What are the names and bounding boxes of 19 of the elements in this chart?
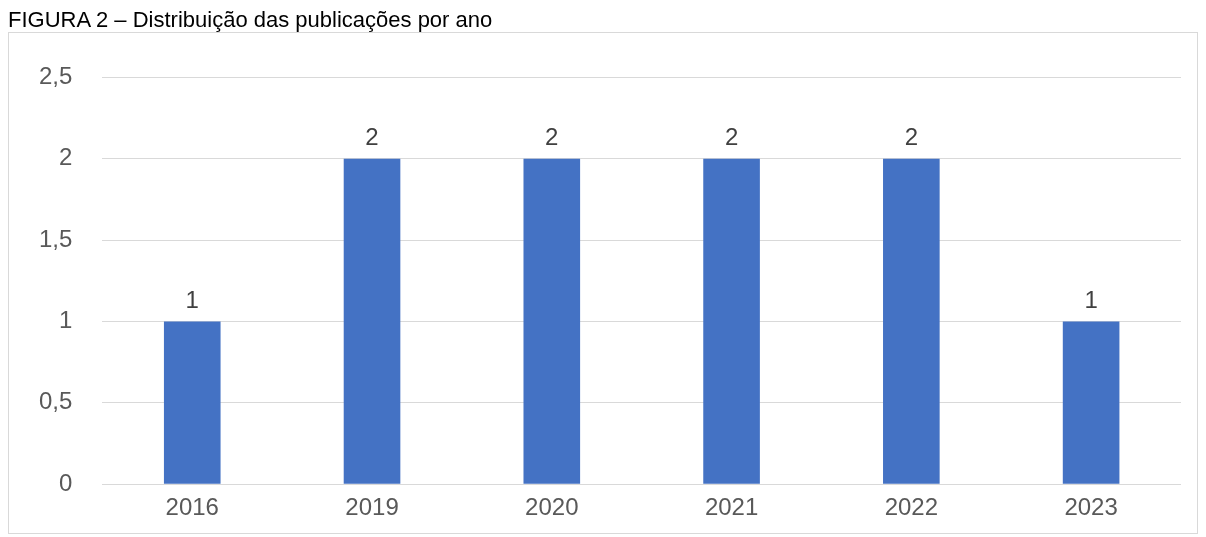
y-tick-label: 0,5 <box>38 387 73 415</box>
x-tick-label: 2021 <box>704 493 759 521</box>
data-label: 2 <box>724 123 739 151</box>
data-label: 1 <box>185 286 199 314</box>
y-tick-label: 2 <box>59 143 73 171</box>
chart-title: FIGURA 2 – Distribuição das publicações por ano <box>8 7 494 32</box>
y-tick-label: 2,5 <box>38 62 73 90</box>
data-label: 2 <box>545 123 559 151</box>
x-tick-label: 2022 <box>884 493 939 521</box>
y-tick-label: 1,5 <box>38 224 73 252</box>
y-tick-label: 1 <box>59 306 73 334</box>
x-tick-label: 2019 <box>345 493 399 521</box>
data-label: 2 <box>365 123 379 151</box>
data-label: 1 <box>1084 286 1098 314</box>
x-tick-label: 2020 <box>525 493 579 521</box>
x-tick-label: 2016 <box>165 493 219 521</box>
data-label: 2 <box>904 123 919 151</box>
x-tick-label: 2023 <box>1064 493 1118 521</box>
y-tick-label: 0 <box>59 468 73 496</box>
